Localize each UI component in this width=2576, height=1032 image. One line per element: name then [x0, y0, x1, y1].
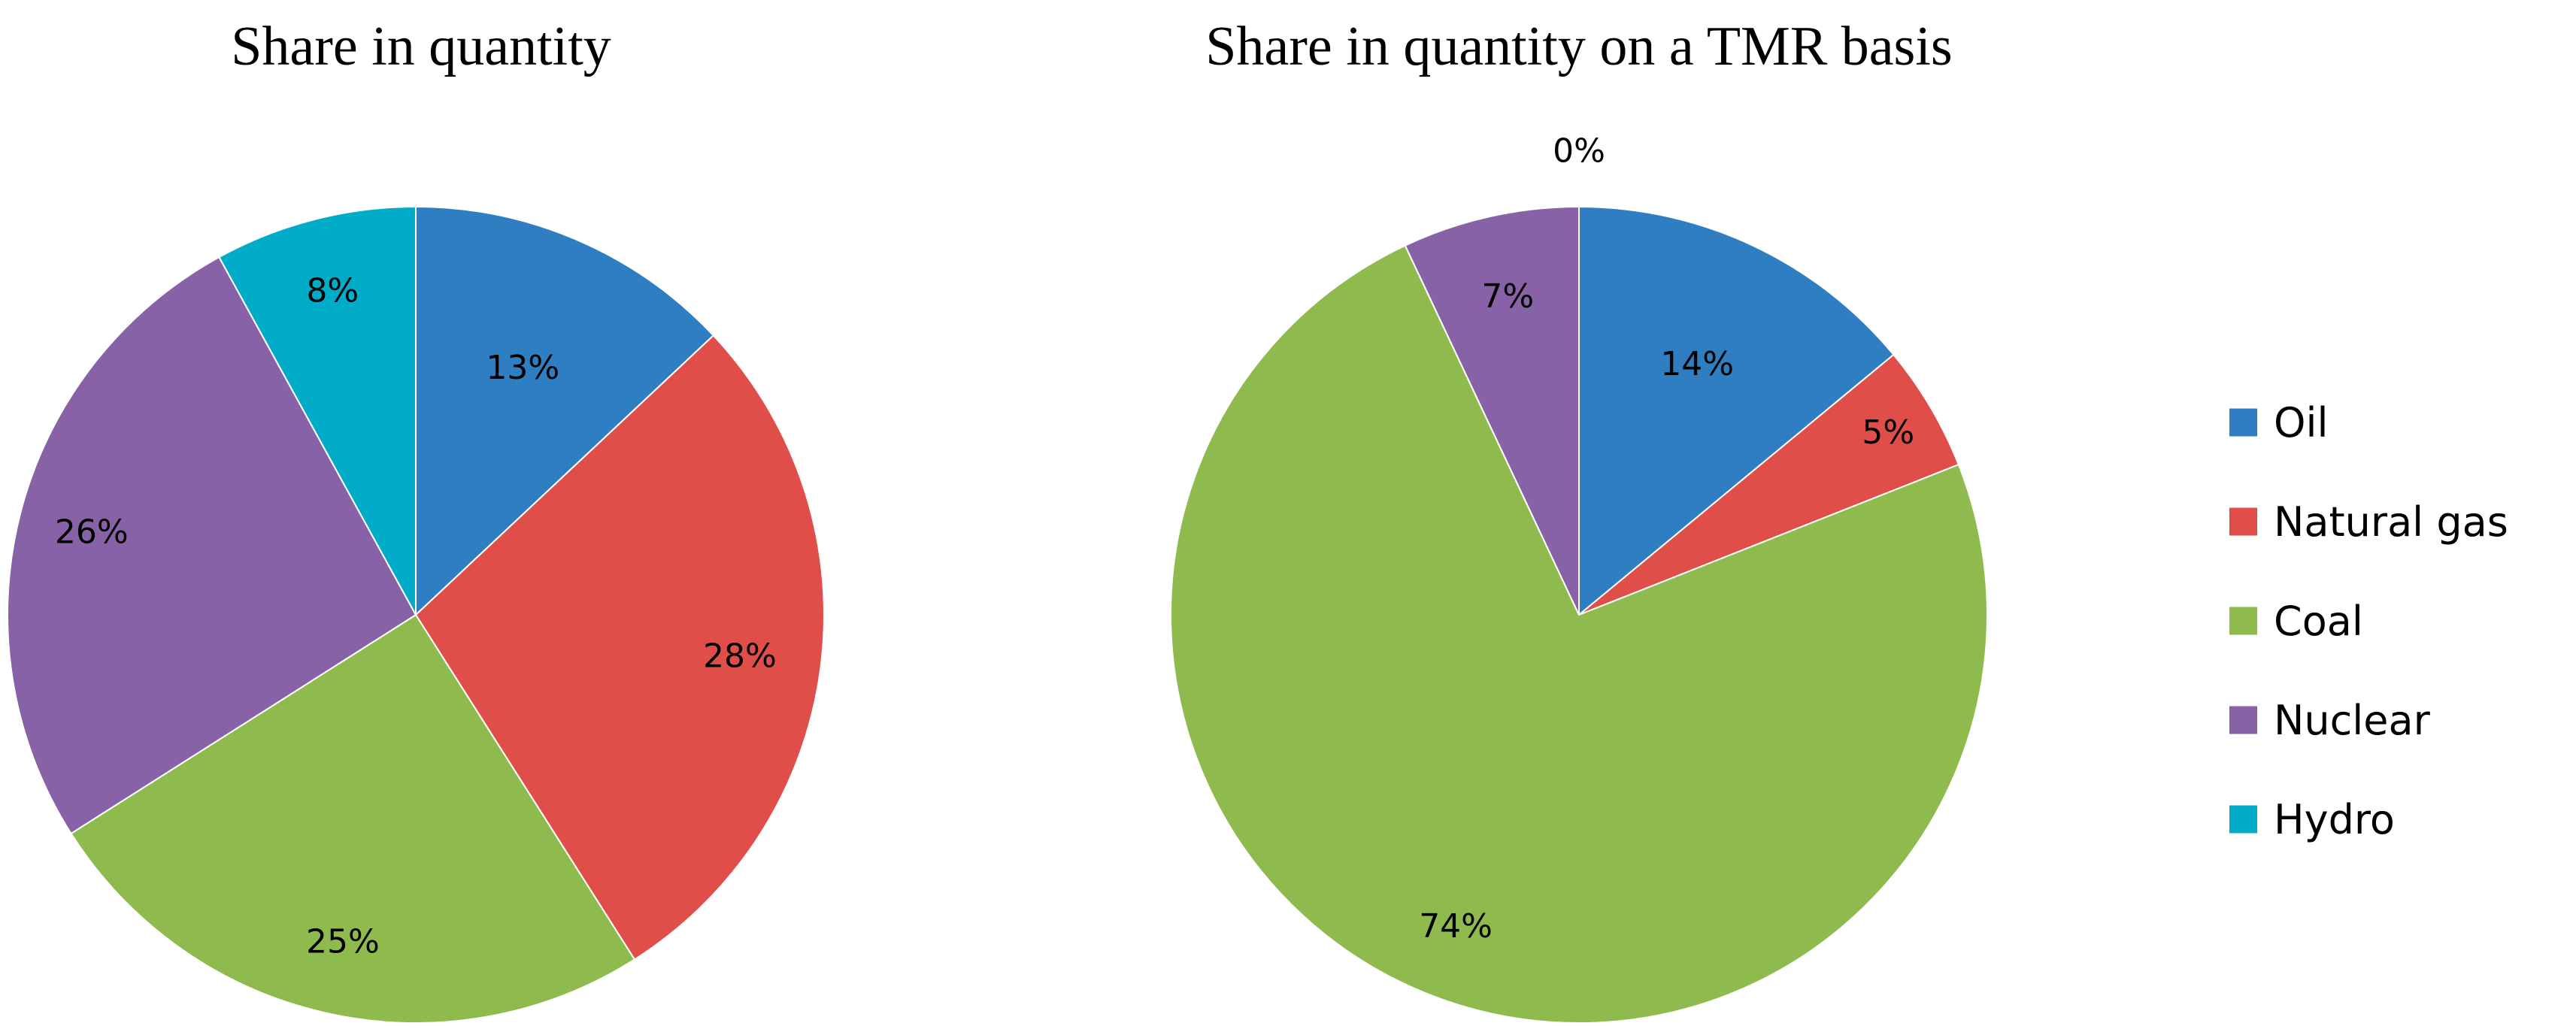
pie-2: 14% 5% 74% 7% 0%: [1170, 132, 1988, 1024]
legend-label-nuclear: Nuclear: [2274, 697, 2431, 744]
pie-2-label-oil: 14%: [1660, 345, 1734, 383]
legend-swatch-nuclear: [2229, 706, 2257, 734]
pie-2-slice-natural-gas: [1578, 353, 1960, 616]
pie-2-slice-nuclear: [1404, 205, 1580, 616]
legend-label-natural-gas: Natural gas: [2274, 498, 2508, 546]
pie-1-title: Share in quantity: [231, 16, 611, 77]
pie-2-label-coal: 74%: [1419, 907, 1493, 946]
pie-2-slice-coal: [1170, 244, 1988, 1024]
pie-1-label-coal: 25%: [306, 923, 380, 961]
pie-1-slice-nuclear: [7, 256, 417, 835]
pie-1-slice-oil: [415, 205, 715, 617]
pie-2-slice-oil: [1578, 205, 1895, 617]
pie-2-label-hydro: 0%: [1553, 132, 1605, 171]
pie-2-label-nuclear: 7%: [1481, 277, 1534, 316]
pie-1-slice-hydro: [218, 205, 417, 616]
legend-swatch-oil: [2229, 408, 2257, 437]
legend: Oil Natural gas Coal Nuclear Hydro: [2229, 399, 2508, 843]
pie-1-label-hydro: 8%: [306, 272, 359, 310]
legend-label-oil: Oil: [2274, 399, 2329, 446]
pie-1-label-oil: 13%: [486, 349, 559, 387]
pie-2-label-natural-gas: 5%: [1862, 413, 1914, 452]
pie-1-slice-natural-gas: [414, 334, 825, 961]
pie-1-slice-coal: [70, 613, 636, 1024]
pie-1-label-natural-gas: 28%: [703, 637, 777, 675]
legend-swatch-natural-gas: [2229, 507, 2257, 536]
pie-1-label-nuclear: 26%: [55, 513, 129, 551]
pie-2-title: Share in quantity on a TMR basis: [1205, 16, 1952, 77]
pie-1: 13% 28% 25% 26% 8%: [7, 205, 825, 1024]
legend-label-hydro: Hydro: [2274, 796, 2395, 843]
legend-label-coal: Coal: [2274, 598, 2363, 645]
legend-swatch-coal: [2229, 607, 2257, 635]
legend-swatch-hydro: [2229, 805, 2257, 834]
